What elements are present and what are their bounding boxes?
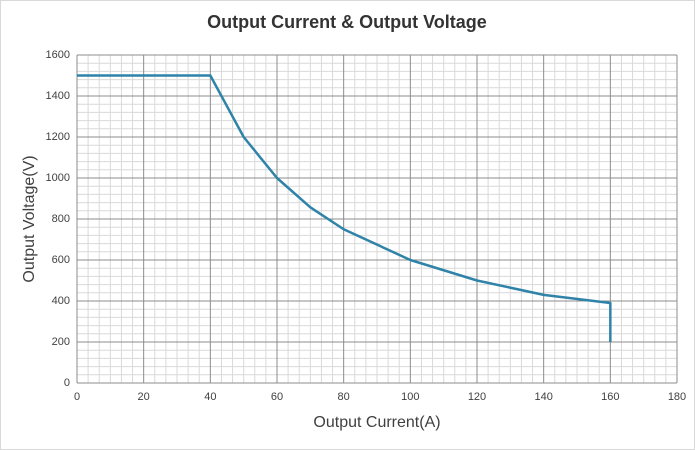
x-tick-label: 80 [338, 391, 350, 403]
y-tick-label: 1200 [46, 131, 70, 143]
y-tick-label: 1600 [46, 49, 70, 61]
x-tick-label: 120 [468, 391, 486, 403]
y-tick-label: 600 [52, 254, 70, 266]
y-tick-label: 1000 [46, 172, 70, 184]
x-axis-label: Output Current(A) [313, 414, 440, 431]
x-tick-label: 160 [601, 391, 619, 403]
y-tick-label: 1400 [46, 90, 70, 102]
y-tick-label: 0 [64, 377, 70, 389]
x-tick-label: 40 [204, 391, 216, 403]
y-tick-label: 400 [52, 295, 70, 307]
y-axis-label: Output Voltage(V) [21, 155, 38, 282]
y-tick-label: 800 [52, 213, 70, 225]
y-tick-label: 200 [52, 336, 70, 348]
x-tick-label: 60 [271, 391, 283, 403]
x-tick-label: 100 [401, 391, 419, 403]
x-tick-label: 0 [74, 391, 80, 403]
x-tick-label: 180 [668, 391, 686, 403]
data-line [77, 74, 612, 342]
chart-title: Output Current & Output Voltage [207, 12, 487, 32]
x-tick-label: 20 [138, 391, 150, 403]
x-tick-label: 140 [534, 391, 552, 403]
